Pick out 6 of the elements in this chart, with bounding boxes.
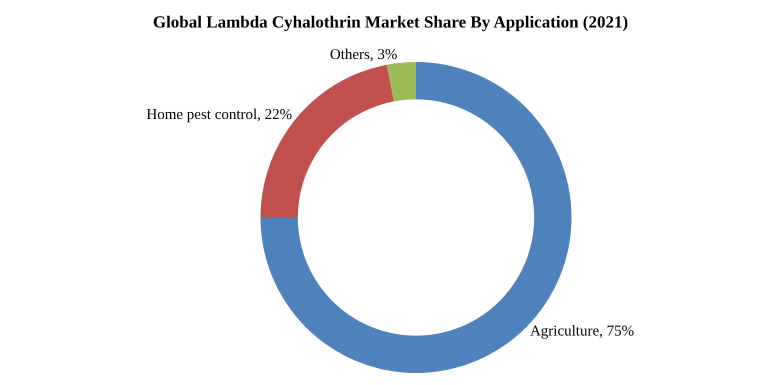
slice-label: Home pest control, 22% [146,107,292,124]
slice-label: Others, 3% [330,46,398,63]
slice-label: Agriculture, 75% [530,323,634,340]
donut-slice [386,62,416,102]
chart-title: Global Lambda Cyhalothrin Market Share By Application (2021) [152,12,628,32]
donut-slice [260,64,394,218]
